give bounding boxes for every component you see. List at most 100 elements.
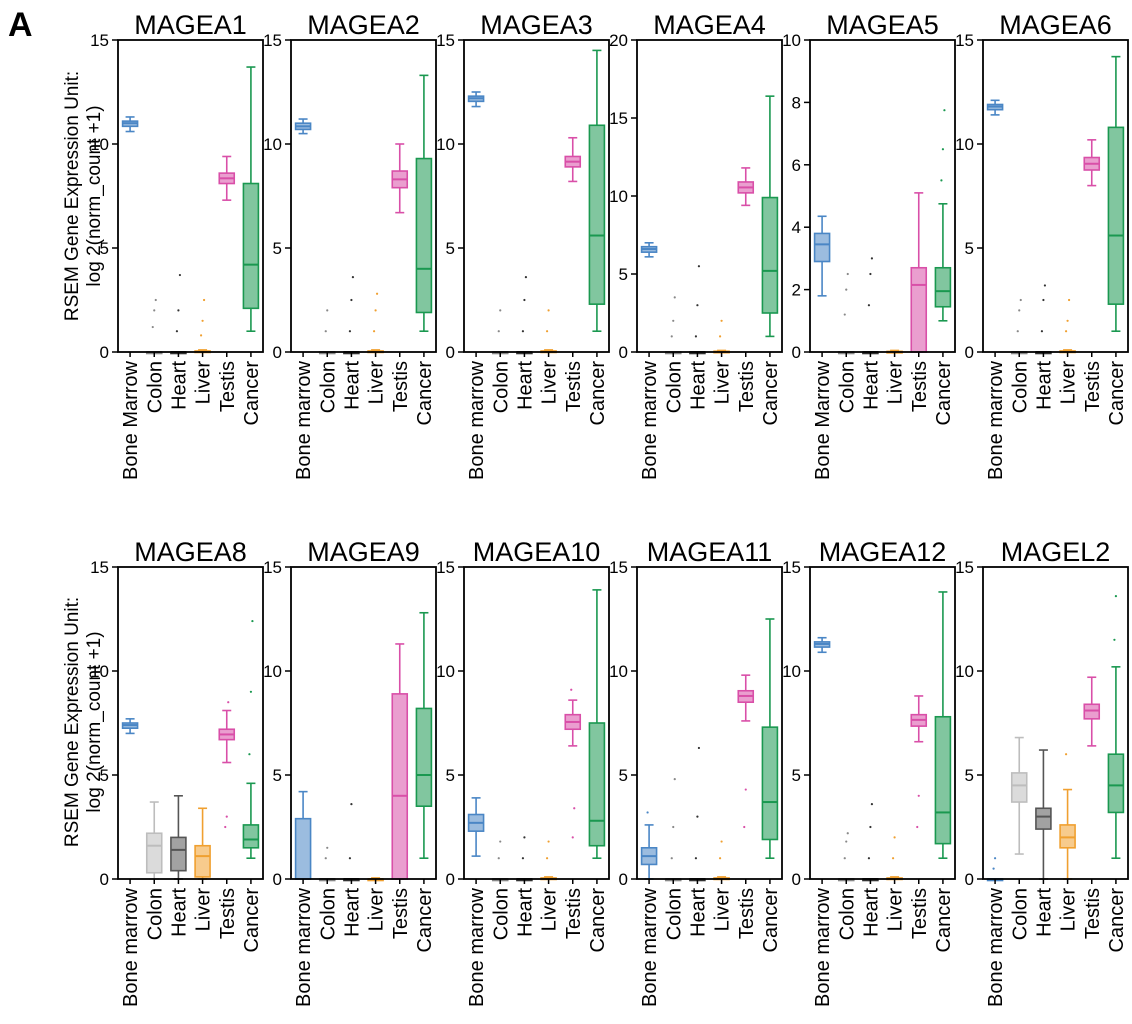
box-testis <box>1083 139 1101 187</box>
outlier-point <box>867 304 871 307</box>
outlier-point <box>673 778 676 781</box>
plot-frame <box>809 566 956 880</box>
x-tick-label: Bone marrow <box>120 887 142 1006</box>
outlier-point <box>201 319 204 322</box>
y-tick-label: 0 <box>446 870 455 889</box>
box-colon <box>491 840 509 882</box>
outlier-point <box>348 857 352 860</box>
box-cancer <box>761 618 779 860</box>
y-tick-label: 5 <box>100 766 109 785</box>
outlier-point <box>893 836 896 839</box>
box-iqr <box>761 196 779 314</box>
box-cancer <box>242 619 260 860</box>
x-tick-label: Heart <box>1033 361 1055 410</box>
plot-frame <box>636 39 783 353</box>
box-liver <box>540 309 557 354</box>
outlier-point <box>646 811 649 814</box>
x-tick-label: Heart <box>860 888 882 937</box>
box-heart <box>516 836 533 882</box>
x-tick-label: Cancer <box>414 888 436 953</box>
plot-frame <box>463 39 610 353</box>
box-liver <box>1059 753 1076 880</box>
x-tick-label: Heart <box>168 361 190 410</box>
box-heart <box>689 746 706 882</box>
outlier-point <box>1114 595 1118 598</box>
box-cancer <box>934 591 952 860</box>
y-tick-label: 10 <box>609 662 628 681</box>
box-testis <box>218 155 236 201</box>
box-bone-marrow <box>813 215 831 297</box>
outlier-point <box>324 330 327 333</box>
box-cancer <box>415 74 433 333</box>
y-tick-label: 2 <box>792 281 801 300</box>
ylabel-line2-row1: log 2(norm_count +1) <box>84 105 105 286</box>
plot-frame <box>982 566 1129 880</box>
chart-magea3: MAGEA3 0 5 10 15 Bone marrow Colon Heart Liver Te… <box>436 10 610 480</box>
outlier-point <box>249 690 253 693</box>
box-iqr <box>242 824 260 849</box>
y-tick-label: 0 <box>792 870 801 889</box>
chart-magea8: MAGEA8 0 5 10 15 Bone marrow Colon Heart Liver Te… <box>90 537 264 1007</box>
outlier-point <box>992 867 995 870</box>
box-bone-marrow <box>986 99 1004 116</box>
chart-magea12: MAGEA12 0 5 10 15 Bone marrow Colon Heart Liver T… <box>782 537 956 1007</box>
outlier-point <box>843 313 846 316</box>
box-iqr <box>415 707 433 808</box>
box-colon <box>318 309 336 355</box>
ylabel-line2-row2: log 2(norm_count +1) <box>84 631 105 812</box>
outlier-point <box>351 276 355 279</box>
outlier-point <box>1043 284 1047 287</box>
box-cancer <box>934 109 952 322</box>
box-testis <box>910 695 928 829</box>
box-iqr <box>1035 807 1052 830</box>
outlier-point <box>375 292 379 295</box>
box-colon <box>664 296 682 355</box>
ylabel-line1-row2: RSEM Gene Expression Unit: <box>62 597 83 847</box>
x-tick-label: Cancer <box>760 888 782 953</box>
outlier-point <box>547 309 550 312</box>
y-tick-label: 5 <box>273 766 282 785</box>
outlier-point <box>326 846 329 849</box>
x-tick-label: Colon <box>490 888 512 940</box>
box-iqr <box>1107 126 1125 305</box>
ylabel-row2: RSEM Gene Expression Unit: log 2(norm_co… <box>62 597 105 847</box>
box-testis <box>391 643 409 880</box>
outlier-point <box>1064 330 1068 333</box>
x-tick-label: Liver <box>539 361 561 405</box>
outlier-point <box>153 309 156 312</box>
x-tick-label: Colon <box>663 888 685 940</box>
x-tick-label: Heart <box>341 888 363 937</box>
box-iqr <box>1107 753 1125 814</box>
outlier-point <box>694 857 698 860</box>
x-tick-label: Colon <box>144 888 166 940</box>
outlier-point <box>891 857 895 860</box>
x-tick-label: Testis <box>563 888 585 939</box>
x-tick-label: Colon <box>317 888 339 940</box>
outlier-point <box>670 857 673 860</box>
y-tick-label: 0 <box>273 870 282 889</box>
outlier-point <box>696 304 699 307</box>
x-tick-label: Heart <box>687 361 709 410</box>
box-colon <box>491 309 509 355</box>
outlier-point <box>177 309 180 312</box>
outlier-point <box>744 788 747 791</box>
outlier-point <box>943 109 946 112</box>
outlier-point <box>545 857 549 860</box>
box-heart <box>343 803 360 882</box>
x-tick-label: Cancer <box>1106 888 1128 953</box>
box-bone-marrow <box>986 857 1004 882</box>
box-cancer <box>588 49 606 333</box>
chart-magea1: MAGEA1 0 5 10 15 Bone Marrow Colon Heart Liver Te… <box>90 10 264 480</box>
box-iqr <box>415 157 433 314</box>
outlier-point <box>993 857 997 860</box>
y-tick-label: 15 <box>90 31 109 50</box>
box-testis <box>1083 676 1101 747</box>
x-tick-label: Colon <box>663 361 685 413</box>
box-bone-marrow <box>294 118 312 135</box>
x-tick-label: Bone marrow <box>812 887 834 1006</box>
outlier-point <box>916 825 919 829</box>
plot-frame <box>463 566 610 880</box>
x-tick-label: Cancer <box>933 361 955 426</box>
outlier-point <box>843 857 846 860</box>
